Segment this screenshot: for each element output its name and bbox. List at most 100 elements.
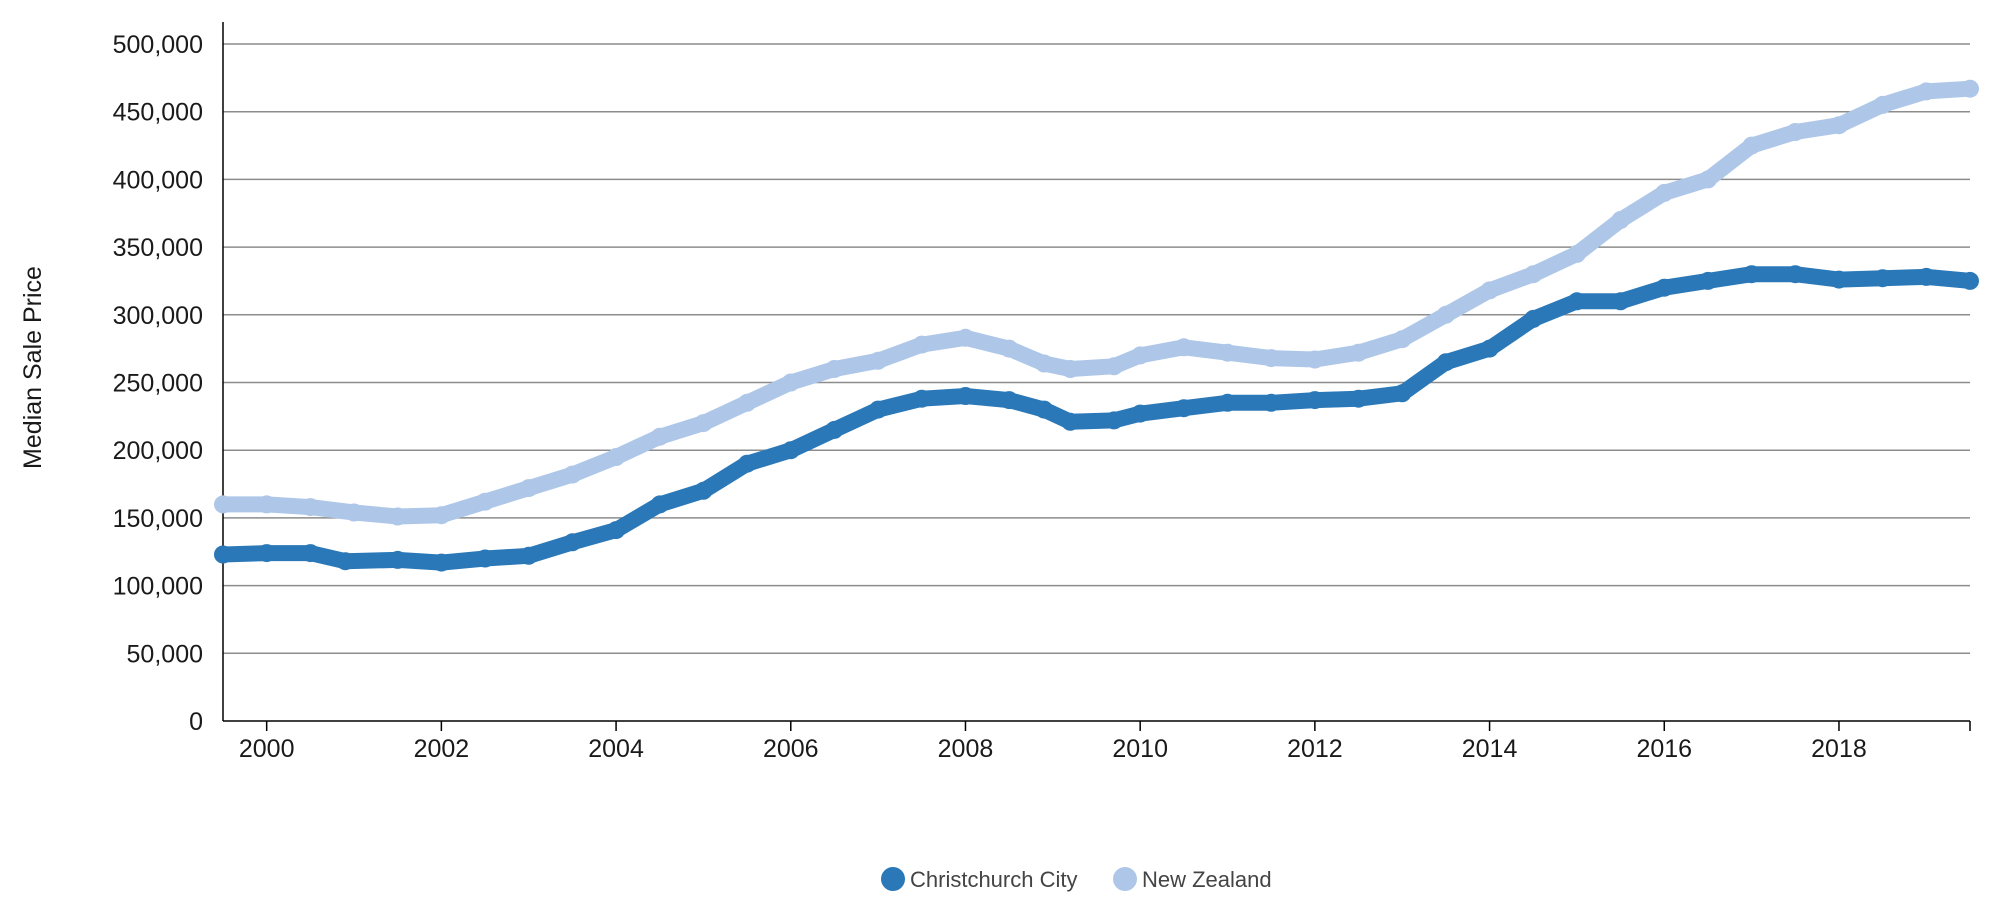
data-point: [301, 544, 320, 563]
data-point: [432, 553, 451, 572]
data-point: [519, 546, 538, 565]
data-point: [694, 481, 713, 500]
data-point: [1174, 338, 1193, 357]
data-point: [214, 495, 232, 514]
data-point: [336, 552, 355, 571]
series-line: [215, 266, 1978, 571]
x-tick-label: 2010: [1112, 735, 1168, 763]
y-tick-label: 50,000: [127, 640, 203, 668]
data-point: [1917, 82, 1936, 101]
data-point: [1035, 354, 1054, 373]
x-tick-label: 2008: [938, 735, 994, 763]
x-tick-label: 2012: [1287, 735, 1343, 763]
data-point: [1961, 271, 1979, 290]
y-tick-label: 500,000: [113, 31, 203, 59]
data-point: [607, 448, 626, 466]
data-point: [694, 414, 713, 433]
x-tick-label: 2014: [1462, 735, 1518, 763]
data-point: [738, 393, 757, 412]
data-point: [563, 533, 582, 552]
data-point: [738, 454, 757, 473]
data-point: [1917, 267, 1936, 286]
data-point: [1035, 400, 1054, 419]
data-point: [1524, 309, 1543, 328]
data-point: [912, 335, 931, 354]
series-new-zealand: [214, 79, 1979, 526]
data-point: [650, 495, 669, 514]
data-point: [214, 545, 232, 564]
data-point: [1611, 292, 1630, 311]
data-point: [912, 389, 931, 408]
data-point: [781, 373, 800, 392]
data-point: [956, 387, 975, 405]
y-tick-label: 150,000: [113, 505, 203, 533]
data-point: [257, 544, 276, 563]
data-point: [476, 492, 495, 511]
series-christchurch-city: [214, 265, 1979, 572]
data-point: [1174, 399, 1193, 418]
data-point: [1699, 271, 1717, 290]
data-point: [345, 503, 363, 522]
x-tick-labels: 2000 2002 2004 2006 2008 2010 2012 2014 2016 2018: [239, 721, 1867, 763]
data-point: [1873, 95, 1892, 114]
x-tick-label: 2004: [588, 735, 644, 763]
x-tick-label: 2000: [239, 735, 295, 763]
data-point: [1436, 353, 1455, 372]
x-tick-label: 2016: [1636, 735, 1692, 763]
y-tick-label: 100,000: [113, 573, 203, 601]
y-tick-label: 350,000: [113, 234, 203, 262]
data-point: [1349, 389, 1368, 408]
data-point: [1567, 244, 1586, 263]
data-point: [1349, 343, 1368, 362]
data-point: [1131, 404, 1150, 423]
data-point: [1830, 270, 1848, 289]
data-point: [781, 441, 800, 460]
data-point: [1480, 339, 1499, 358]
data-point: [1830, 116, 1848, 135]
data-point: [1105, 357, 1123, 376]
data-point: [1436, 305, 1455, 324]
data-point: [1218, 343, 1237, 362]
data-point: [1305, 350, 1324, 369]
data-point: [1105, 411, 1123, 430]
x-tick-label: 2006: [763, 735, 819, 763]
series-line: [215, 80, 1978, 525]
x-tick-label: 2002: [414, 735, 470, 763]
data-point: [432, 506, 451, 525]
data-point: [476, 549, 495, 568]
data-point: [388, 550, 407, 569]
data-point: [1061, 360, 1080, 378]
y-tick-label: 0: [189, 708, 203, 736]
y-tick-labels: 0 50,000 100,000 150,000 200,000 250,000 300,0…: [113, 31, 203, 736]
legend-marker: [881, 867, 905, 891]
y-axis-title: Median Sale Price: [19, 266, 47, 469]
series-layer: [214, 79, 1979, 572]
data-point: [1262, 349, 1281, 368]
data-point: [869, 351, 888, 370]
y-tick-label: 400,000: [113, 166, 203, 194]
data-point: [1480, 281, 1499, 300]
data-point: [1786, 123, 1805, 141]
data-point: [1061, 412, 1080, 431]
data-point: [1742, 136, 1761, 155]
data-point: [869, 400, 888, 419]
y-tick-label: 450,000: [113, 99, 203, 127]
legend-item[interactable]: New Zealand: [1113, 867, 1272, 892]
data-point: [1655, 183, 1674, 202]
data-point: [825, 420, 844, 439]
data-point: [1262, 393, 1281, 412]
data-point: [650, 427, 669, 446]
axes: [222, 22, 1971, 731]
x-tick-label: 2018: [1811, 735, 1867, 763]
data-point: [257, 495, 276, 514]
data-point: [956, 328, 975, 347]
data-point: [563, 465, 582, 484]
legend-item[interactable]: Christchurch City: [881, 867, 1077, 892]
legend-label: New Zealand: [1142, 867, 1272, 892]
data-point: [1611, 211, 1630, 229]
legend-marker: [1113, 867, 1137, 891]
data-point: [1218, 393, 1237, 412]
data-point: [1786, 265, 1805, 284]
data-point: [1131, 346, 1150, 365]
